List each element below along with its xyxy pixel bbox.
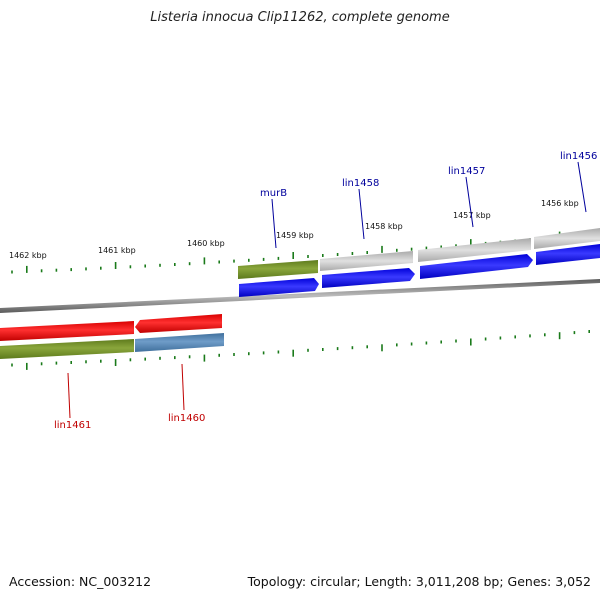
bottom-scale-ticks (11, 330, 591, 370)
kbp-label-1458: 1458 kbp (365, 222, 403, 231)
cds-lin1461-arrow[interactable] (0, 321, 134, 341)
label-line-lin1460 (181, 363, 185, 411)
feature-murb-gene[interactable] (238, 260, 318, 279)
feature-lin1460-gene[interactable] (135, 333, 224, 352)
gene-label-murb[interactable]: murB (260, 188, 287, 199)
gene-label-lin1457[interactable]: lin1457 (448, 166, 485, 177)
label-line-lin1458 (358, 188, 365, 240)
feature-lin1457-gene[interactable] (418, 238, 531, 262)
feature-lin1458-gene[interactable] (320, 251, 413, 271)
kbp-label-1456: 1456 kbp (541, 199, 579, 208)
feature-lin1461-gene[interactable] (0, 339, 134, 359)
gene-label-lin1460[interactable]: lin1460 (168, 413, 205, 424)
label-line-lin1457 (465, 176, 474, 228)
genome-summary-text: Topology: circular; Length: 3,011,208 bp… (247, 574, 591, 589)
gene-label-lin1458[interactable]: lin1458 (342, 178, 379, 189)
kbp-label-1460: 1460 kbp (187, 239, 225, 248)
kbp-label-1459: 1459 kbp (276, 231, 314, 240)
label-line-lin1456 (577, 161, 587, 213)
accession-text: Accession: NC_003212 (9, 574, 152, 589)
genome-backbone (0, 279, 600, 313)
kbp-label-1461: 1461 kbp (98, 246, 136, 255)
feature-lin1456-gene[interactable] (534, 228, 600, 249)
kbp-label-1462: 1462 kbp (9, 251, 47, 260)
label-line-murb (271, 198, 277, 249)
cds-murb-arrow[interactable] (239, 278, 319, 297)
cds-lin1456-arrow[interactable] (536, 244, 600, 265)
gene-label-lin1461[interactable]: lin1461 (54, 420, 91, 431)
cds-lin1460-arrow[interactable] (135, 314, 222, 333)
cds-lin1458-arrow[interactable] (322, 268, 415, 288)
cds-lin1457-arrow[interactable] (420, 254, 533, 279)
gene-label-lin1456[interactable]: lin1456 (560, 151, 597, 162)
label-line-lin1461 (67, 372, 71, 419)
map-title: Listeria innocua Clip11262, complete gen… (150, 10, 450, 25)
